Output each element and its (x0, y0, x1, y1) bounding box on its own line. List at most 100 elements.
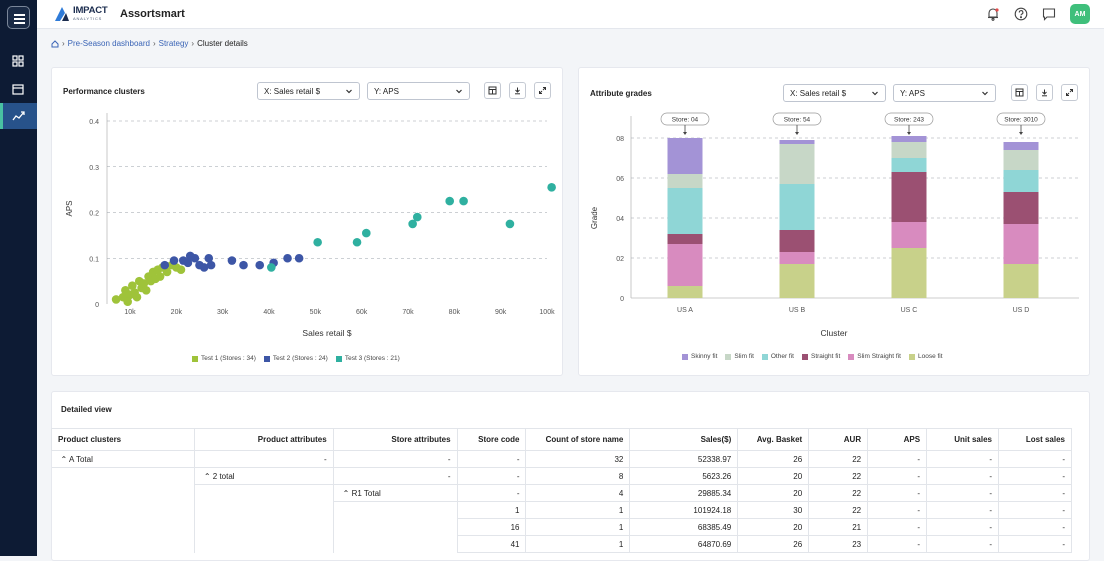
table-cell (194, 501, 334, 519)
table-cell: - (867, 501, 928, 519)
attr-download-button[interactable] (1036, 84, 1053, 101)
x-tick-label: 50k (310, 309, 322, 316)
x-tick-label: 60k (356, 309, 368, 316)
column-header[interactable]: Lost sales (997, 428, 1073, 451)
table-row: ⌃ A Total - - -32 52338.97 26 22- - - (51, 450, 1073, 468)
attr-expand-button[interactable] (1061, 84, 1078, 101)
store-label: Store: 243 (894, 117, 924, 124)
table-cell: 22 (808, 467, 869, 485)
perf-x-select[interactable]: X: Sales retail $ (257, 82, 360, 100)
attr-x-select[interactable]: X: Sales retail $ (783, 84, 886, 102)
column-header[interactable]: Unit sales (926, 428, 999, 451)
bar-segment (667, 234, 703, 244)
table-cell[interactable]: ⌃ 2 total (194, 467, 334, 485)
table-cell[interactable]: ⌃ A Total (51, 450, 195, 468)
scatter-point (141, 285, 151, 295)
y-tick-label: 04 (616, 216, 624, 223)
table-cell: - (998, 484, 1073, 502)
legend-item[interactable]: Loose fit (908, 353, 943, 360)
scatter-point (169, 256, 179, 265)
table-cell: - (926, 450, 999, 468)
store-icon (12, 84, 24, 95)
scatter-point (547, 183, 556, 192)
x-tick-label: 20k (171, 309, 183, 316)
table-cell: - (926, 467, 999, 485)
help-icon[interactable] (1014, 7, 1028, 21)
perf-download-button[interactable] (509, 82, 526, 99)
table-cell (51, 467, 195, 485)
performance-card-title: Performance clusters (63, 87, 145, 96)
column-header[interactable]: APS (867, 428, 928, 451)
attr-y-select[interactable]: Y: APS (893, 84, 996, 102)
table-cell: - (867, 535, 928, 553)
table-cell: 22 (808, 450, 869, 468)
attr-table-view-button[interactable] (1011, 84, 1028, 101)
table-icon (1015, 88, 1024, 97)
expand-icon (1066, 89, 1073, 96)
y-tick-label: 08 (616, 136, 624, 143)
table-cell: - (457, 450, 527, 468)
table-cell: 68385.49 (629, 518, 739, 536)
x-tick-label: 10k (124, 309, 136, 316)
y-tick-label: 0.4 (89, 119, 99, 126)
legend-label: Test 2 (Stores : 24) (272, 355, 328, 362)
column-header[interactable]: Store code (456, 428, 527, 451)
perf-x-select-value: X: Sales retail $ (264, 86, 321, 96)
legend-item[interactable]: Test 2 (Stores : 24) (263, 355, 328, 362)
column-header[interactable]: Avg. Basket (737, 428, 810, 451)
bar-segment (1003, 192, 1039, 224)
table-cell: - (867, 467, 928, 485)
table-cell: - (457, 467, 527, 485)
legend-label: Other fit (770, 353, 794, 360)
x-axis-label: Sales retail $ (302, 328, 351, 338)
chevron-up-icon[interactable]: ⌃ (203, 471, 213, 481)
legend-item[interactable]: Test 1 (Stores : 34) (192, 355, 256, 362)
rail-item-dashboard[interactable] (0, 48, 37, 74)
rail-item-strategy[interactable] (0, 103, 37, 129)
user-avatar[interactable]: AM (1070, 4, 1090, 24)
legend-item[interactable]: Skinny fit (682, 353, 717, 360)
column-header[interactable]: Product attributes (193, 428, 334, 451)
table-cell: - (926, 501, 999, 519)
table-cell[interactable]: ⌃ R1 Total (333, 484, 458, 502)
chevron-up-icon[interactable]: ⌃ (342, 488, 352, 498)
chevron-up-icon[interactable]: ⌃ (60, 454, 69, 464)
bar-segment (667, 286, 703, 298)
legend-item[interactable]: Slim fit (725, 353, 754, 360)
scatter-point (352, 237, 362, 247)
column-header[interactable]: AUR (808, 428, 869, 451)
bar-segment (779, 230, 815, 252)
perf-y-select[interactable]: Y: APS (367, 82, 470, 100)
legend-swatch (848, 353, 855, 360)
rail-item-store[interactable] (0, 76, 37, 102)
bell-icon[interactable] (986, 7, 1000, 21)
breadcrumb-item-dashboard[interactable]: Pre-Season dashboard (67, 39, 150, 48)
legend-item[interactable]: Test 3 (Stores : 21) (335, 355, 400, 362)
legend-item[interactable]: Slim Straight fit (848, 353, 901, 360)
column-header[interactable]: Store attributes (332, 428, 458, 451)
legend-item[interactable]: Straight fit (802, 353, 840, 360)
perf-table-view-button[interactable] (484, 82, 501, 99)
chat-icon[interactable] (1042, 7, 1056, 21)
bar-segment (891, 248, 927, 298)
column-header[interactable]: Count of store name (525, 428, 631, 451)
table-cell: 22 (808, 501, 869, 519)
attribute-stacked-bar-chart: 0 02 04 06 08 Grade Cluster US A Store: 04 US B St… (590, 112, 1079, 338)
column-header[interactable]: Product clusters (51, 428, 195, 451)
x-tick-label: 40k (263, 309, 275, 316)
x-axis-label: Cluster (821, 328, 848, 338)
home-icon[interactable] (51, 39, 59, 48)
column-header[interactable]: Sales($) (629, 428, 739, 451)
chevron-down-icon (872, 91, 878, 96)
y-tick-label: 0 (620, 296, 624, 303)
breadcrumb-item-strategy[interactable]: Strategy (158, 39, 189, 48)
table-cell: 20 (737, 484, 810, 502)
x-tick-label: US B (789, 307, 806, 314)
hamburger-menu-icon[interactable] (7, 6, 30, 29)
table-cell: 16 (457, 518, 527, 536)
scatter-point (255, 260, 265, 270)
scatter-point (283, 253, 292, 263)
perf-expand-button[interactable] (534, 82, 551, 99)
legend-item[interactable]: Other fit (761, 353, 794, 360)
scatter-point (313, 237, 322, 247)
